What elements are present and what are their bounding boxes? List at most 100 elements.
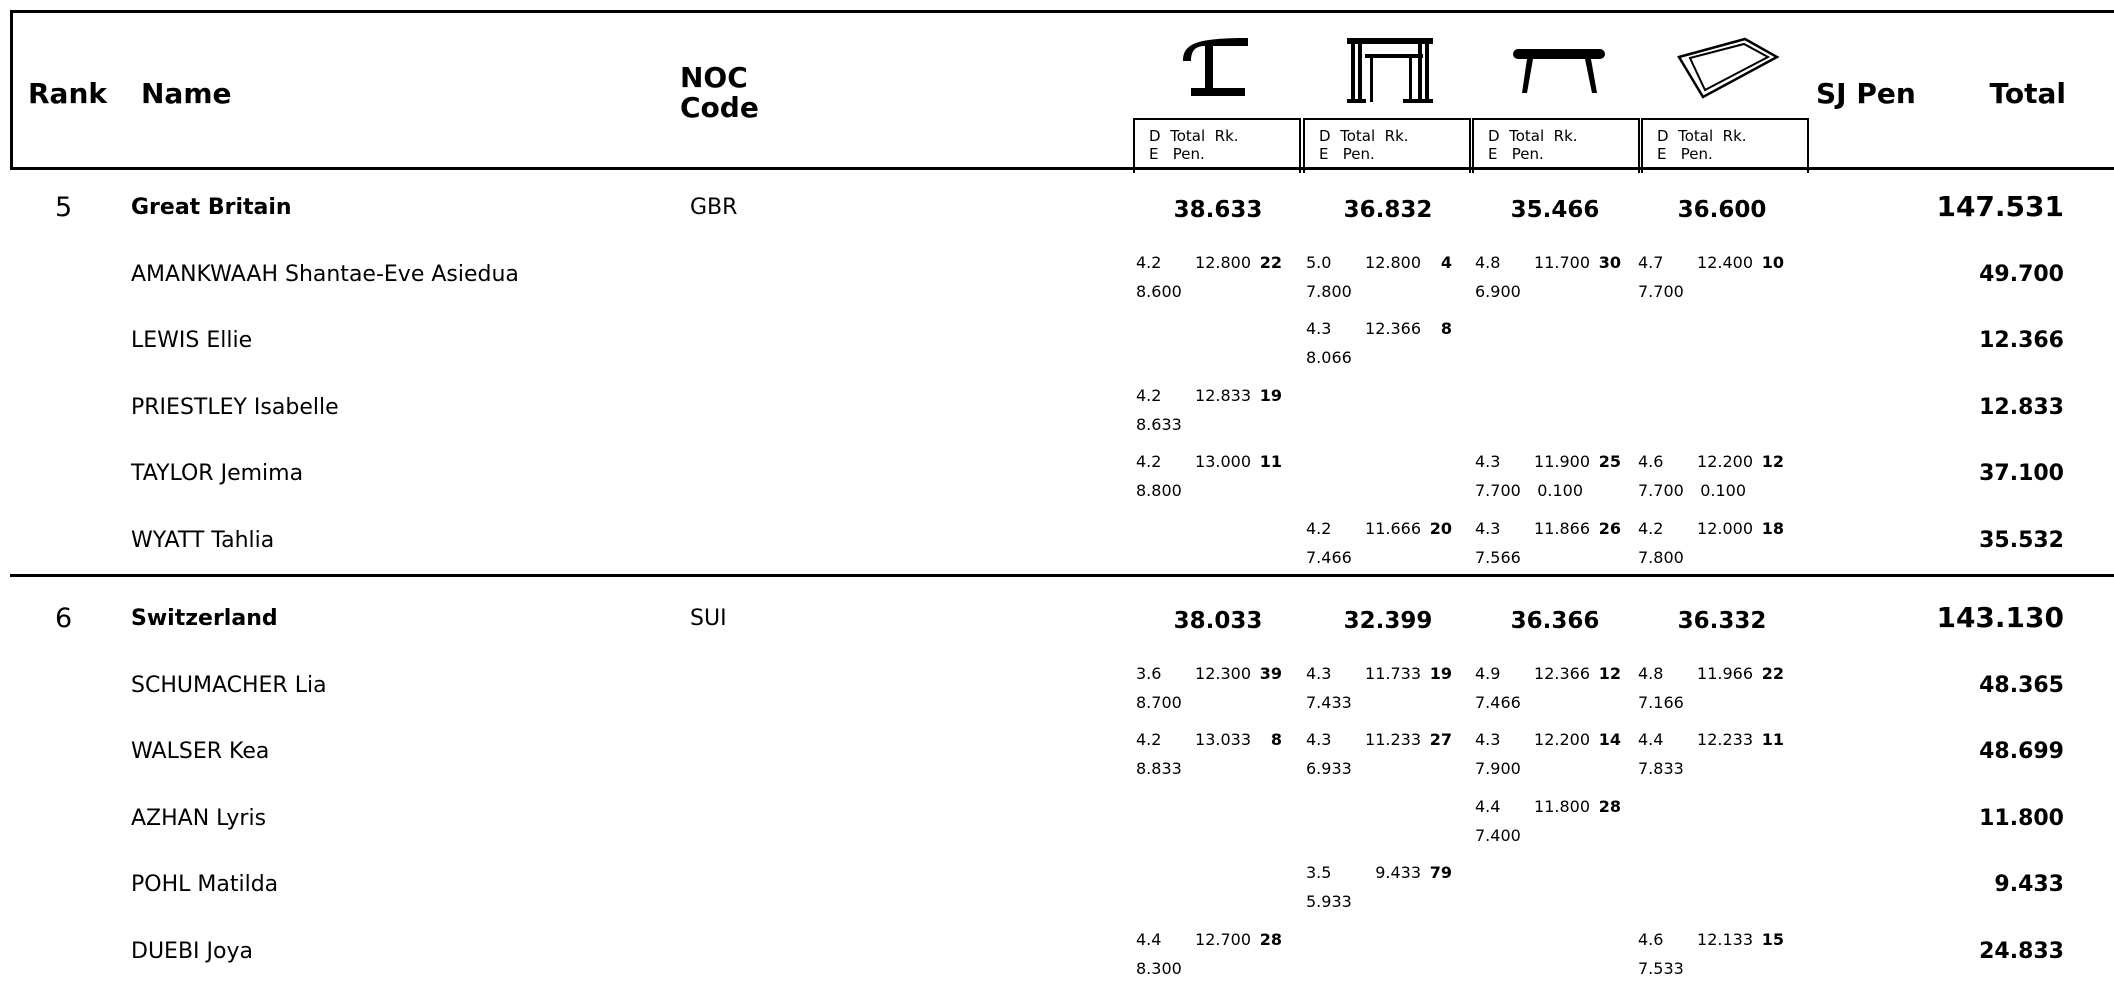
floor-exercise-icon — [1677, 37, 1780, 99]
score-e: 7.566 — [1475, 548, 1521, 567]
subheader-line1: D Total Rk. — [1149, 127, 1239, 145]
team-apparatus-total: 38.033 — [1173, 608, 1263, 634]
score-rank: 22 — [1259, 253, 1282, 272]
team-noc: GBR — [690, 195, 738, 220]
team-apparatus-total: 32.399 — [1343, 608, 1433, 634]
athlete-total: 49.700 — [1979, 262, 2064, 287]
score-total: 12.700 — [1195, 930, 1251, 949]
score-d: 4.3 — [1475, 519, 1501, 538]
score-e: 7.466 — [1306, 548, 1352, 567]
score-e: 6.900 — [1475, 282, 1521, 301]
subheader-vault: D Total Rk. E Pen. — [1133, 118, 1301, 173]
score-d: 5.0 — [1306, 253, 1332, 272]
score-total: 12.800 — [1195, 253, 1251, 272]
score-total: 12.000 — [1697, 519, 1753, 538]
score-d: 4.3 — [1306, 319, 1332, 338]
team-apparatus-total: 36.832 — [1343, 197, 1433, 223]
score-total: 12.300 — [1195, 664, 1251, 683]
score-d: 4.4 — [1136, 930, 1162, 949]
score-total: 11.700 — [1534, 253, 1590, 272]
team-apparatus-total: 36.332 — [1677, 608, 1767, 634]
balance-beam-icon — [1513, 49, 1605, 93]
score-e: 7.166 — [1638, 693, 1684, 712]
athlete-total: 9.433 — [1994, 872, 2064, 897]
score-rank: 11 — [1259, 452, 1282, 471]
score-rank: 19 — [1259, 386, 1282, 405]
score-d: 4.8 — [1638, 664, 1664, 683]
score-d: 4.2 — [1306, 519, 1332, 538]
score-total: 12.366 — [1534, 664, 1590, 683]
score-rank: 8 — [1270, 730, 1282, 749]
team-separator — [10, 574, 2114, 577]
athlete-name: WYATT Tahlia — [131, 528, 275, 553]
athlete-name: SCHUMACHER Lia — [131, 673, 327, 698]
team-name: Great Britain — [131, 195, 292, 220]
score-e: 7.533 — [1638, 959, 1684, 978]
score-e: 8.066 — [1306, 348, 1352, 367]
name-header: Name — [141, 77, 232, 110]
score-rank: 11 — [1761, 730, 1784, 749]
team-rank: 6 — [55, 603, 73, 634]
score-e: 5.933 — [1306, 892, 1352, 911]
score-e: 7.800 — [1638, 548, 1684, 567]
score-total: 12.233 — [1697, 730, 1753, 749]
score-total: 13.000 — [1195, 452, 1251, 471]
score-total: 12.133 — [1697, 930, 1753, 949]
score-rank: 12 — [1761, 452, 1784, 471]
score-d: 4.3 — [1475, 452, 1501, 471]
score-d: 4.3 — [1475, 730, 1501, 749]
score-e: 7.700 — [1638, 481, 1684, 500]
score-e: 7.800 — [1306, 282, 1352, 301]
score-d: 3.6 — [1136, 664, 1162, 683]
subheader-line1: D Total Rk. — [1319, 127, 1409, 145]
score-e: 8.600 — [1136, 282, 1182, 301]
score-e: 7.466 — [1475, 693, 1521, 712]
score-e: 8.800 — [1136, 481, 1182, 500]
score-total: 13.033 — [1195, 730, 1251, 749]
score-d: 4.3 — [1306, 730, 1332, 749]
athlete-total: 12.366 — [1979, 328, 2064, 353]
subheader-floor: D Total Rk. E Pen. — [1641, 118, 1809, 173]
score-rank: 22 — [1761, 664, 1784, 683]
score-rank: 8 — [1440, 319, 1452, 338]
noc-header-line1: NOC — [680, 61, 748, 94]
score-rank: 27 — [1429, 730, 1452, 749]
score-e: 8.700 — [1136, 693, 1182, 712]
score-d: 4.4 — [1638, 730, 1664, 749]
score-e: 7.700 — [1638, 282, 1684, 301]
athlete-name: AMANKWAAH Shantae-Eve Asiedua — [131, 262, 519, 287]
athlete-name: DUEBI Joya — [131, 939, 253, 964]
score-rank: 30 — [1598, 253, 1621, 272]
total-header: Total — [1989, 77, 2067, 110]
score-total: 11.900 — [1534, 452, 1590, 471]
score-e: 8.633 — [1136, 415, 1182, 434]
score-d: 4.4 — [1475, 797, 1501, 816]
table-header: Rank Name NOC Code D T — [10, 10, 2114, 173]
uneven-bars-icon — [1347, 38, 1433, 103]
sj-pen-header: SJ Pen — [1816, 77, 1916, 110]
athlete-total: 37.100 — [1979, 461, 2064, 486]
team-rank: 5 — [55, 192, 73, 223]
athlete-name: TAYLOR Jemima — [131, 461, 304, 486]
score-rank: 15 — [1761, 930, 1784, 949]
score-total: 11.233 — [1365, 730, 1421, 749]
score-d: 4.3 — [1306, 664, 1332, 683]
score-e: 7.433 — [1306, 693, 1352, 712]
score-rank: 25 — [1598, 452, 1621, 471]
score-total: 11.966 — [1697, 664, 1753, 683]
team-apparatus-total: 35.466 — [1510, 197, 1600, 223]
score-e: 8.300 — [1136, 959, 1182, 978]
subheader-bars: D Total Rk. E Pen. — [1303, 118, 1471, 173]
score-d: 4.6 — [1638, 452, 1664, 471]
score-e: 7.400 — [1475, 826, 1521, 845]
team-total: 147.531 — [1936, 190, 2064, 223]
score-rank: 79 — [1429, 863, 1452, 882]
score-d: 4.8 — [1475, 253, 1501, 272]
team-apparatus-total: 36.366 — [1510, 608, 1600, 634]
score-rank: 18 — [1761, 519, 1784, 538]
score-rank: 39 — [1259, 664, 1282, 683]
score-e: 7.900 — [1475, 759, 1521, 778]
score-rank: 19 — [1429, 664, 1452, 683]
athlete-name: LEWIS Ellie — [131, 328, 253, 353]
score-e: 7.833 — [1638, 759, 1684, 778]
